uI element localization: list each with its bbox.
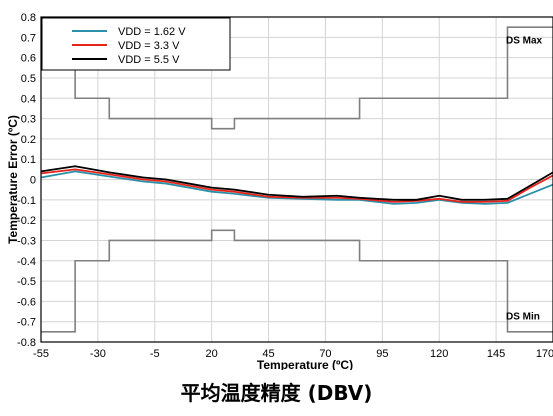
- y-tick-label: -0.1: [17, 195, 36, 207]
- series-line-0: [40, 170, 553, 205]
- legend-label-1: VDD = 3.3 V: [118, 40, 180, 52]
- y-tick-label: 0.6: [21, 53, 36, 65]
- data-series: [40, 165, 553, 205]
- legend-label-2: VDD = 5.5 V: [118, 54, 180, 66]
- y-tick-label: 0.2: [21, 134, 36, 146]
- x-tick-label: 70: [319, 348, 331, 360]
- limit-annotations: DS Max DS Min: [506, 36, 543, 323]
- y-tick-label: 0.3: [21, 114, 36, 126]
- y-tick-label: 0: [30, 175, 36, 187]
- y-axis-title: Temperature Error (ºC): [6, 115, 20, 244]
- temperature-error-chart: 0.8 0.7 0.6 0.5 0.4 0.3 0.2 0.1 0 -0.1 -0.2 -0.3 -0.…: [6, 12, 553, 370]
- x-tick-label: 145: [487, 348, 505, 360]
- y-tick-label: 0.7: [21, 32, 36, 44]
- x-tick-label: 170: [536, 348, 553, 360]
- figure-caption: 平均温度精度 (DBV): [180, 381, 373, 405]
- plot-area-border: [40, 16, 553, 343]
- y-tick-label: 0.4: [21, 93, 36, 105]
- x-tick-label: -5: [150, 348, 160, 360]
- x-tick-label: 45: [262, 348, 274, 360]
- limit-line-max: [41, 26, 553, 130]
- x-tick-label: 95: [376, 348, 388, 360]
- x-tick-label: -55: [33, 348, 49, 360]
- y-tick-label: 0.8: [21, 12, 36, 24]
- x-tick-label: 120: [430, 348, 448, 360]
- x-tick-label: -30: [90, 348, 106, 360]
- x-axis-title: Temperature (ºC): [257, 358, 353, 370]
- y-tick-label: -0.3: [17, 235, 36, 247]
- y-tick-label: -0.2: [17, 215, 36, 227]
- y-tick-label: -0.4: [17, 256, 36, 268]
- y-axis-tick-labels: 0.8 0.7 0.6 0.5 0.4 0.3 0.2 0.1 0 -0.1 -0.2 -0.3 -0.…: [17, 12, 36, 349]
- ds-min-label: DS Min: [506, 311, 540, 322]
- legend-label-0: VDD = 1.62 V: [118, 26, 186, 38]
- spec-limit-lines: [41, 26, 553, 333]
- y-tick-label: -0.8: [17, 337, 36, 349]
- series-line-2: [40, 165, 553, 201]
- y-tick-label: 0.1: [21, 154, 36, 166]
- chart-legend: VDD = 1.62 V VDD = 3.3 V VDD = 5.5 V: [41, 17, 231, 71]
- ds-max-label: DS Max: [506, 36, 543, 47]
- x-axis-tick-labels: -55 -30 -5 20 45 70 95 120 145 170: [33, 348, 553, 360]
- y-tick-label: -0.5: [17, 276, 36, 288]
- y-tick-label: -0.7: [17, 317, 36, 329]
- y-tick-label: 0.5: [21, 73, 36, 85]
- series-line-1: [40, 168, 553, 203]
- y-tick-label: -0.6: [17, 296, 36, 308]
- limit-line-min: [41, 229, 553, 333]
- x-tick-label: 20: [206, 348, 218, 360]
